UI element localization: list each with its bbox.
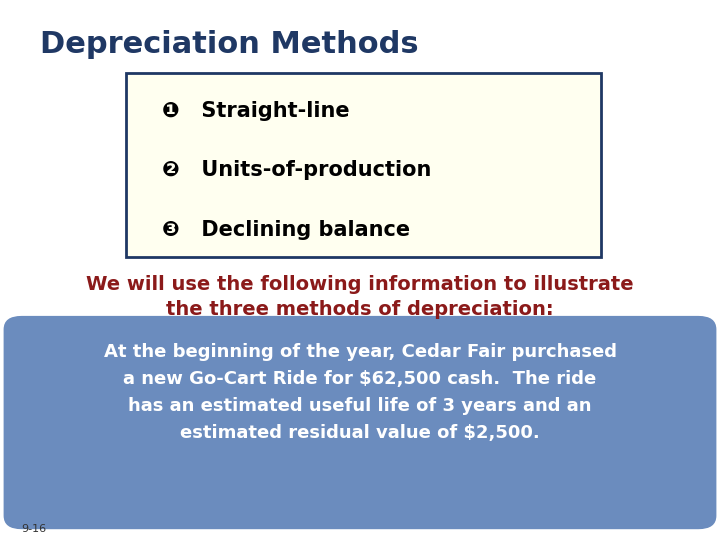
FancyBboxPatch shape	[126, 73, 601, 256]
Text: Depreciation Methods: Depreciation Methods	[40, 30, 418, 59]
Text: ❷   Units-of-production: ❷ Units-of-production	[162, 160, 431, 180]
Text: At the beginning of the year, Cedar Fair purchased
a new Go-Cart Ride for $62,50: At the beginning of the year, Cedar Fair…	[104, 343, 616, 442]
Text: We will use the following information to illustrate: We will use the following information to…	[86, 275, 634, 294]
Text: ❸   Declining balance: ❸ Declining balance	[162, 219, 410, 240]
FancyBboxPatch shape	[4, 316, 716, 529]
Text: ❶   Straight-line: ❶ Straight-line	[162, 100, 350, 121]
Text: the three methods of depreciation:: the three methods of depreciation:	[166, 300, 554, 319]
Text: 9-16: 9-16	[22, 523, 47, 534]
